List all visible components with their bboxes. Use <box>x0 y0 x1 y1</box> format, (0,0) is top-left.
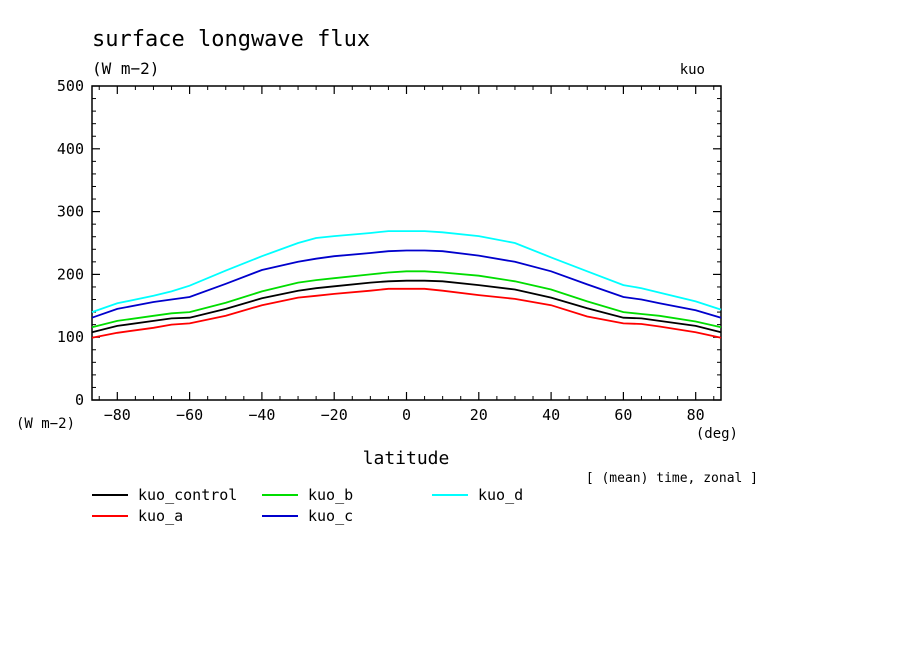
y-unit-label: (W m−2) <box>16 416 75 432</box>
x-tick-label: 20 <box>470 406 488 424</box>
series-line-kuo_c <box>91 249 722 319</box>
title-units: (W m−2) <box>92 59 159 78</box>
legend-label-kuo_d: kuo_d <box>478 486 523 504</box>
x-tick-label: 60 <box>614 406 632 424</box>
x-tick-label: 40 <box>542 406 560 424</box>
series-line-kuo_d <box>91 230 722 313</box>
legend-label-kuo_b: kuo_b <box>308 486 353 504</box>
chart-title: surface longwave flux <box>92 27 370 52</box>
x-axis-title: latitude <box>363 448 450 469</box>
averaging-note: [ (mean) time, zonal ] <box>586 471 758 486</box>
x-tick-label: −20 <box>321 406 348 424</box>
legend-label-kuo_c: kuo_c <box>308 507 353 525</box>
plot-frame <box>91 85 722 401</box>
axis-ticks: −80 −60 −40 −20 0 20 40 60 80 0 100 200 300 400 500 <box>57 77 721 424</box>
x-tick-label: 0 <box>402 406 411 424</box>
series-line-kuo_a <box>91 287 722 339</box>
y-tick-label: 0 <box>75 391 84 409</box>
corner-label: kuo <box>680 62 705 78</box>
legend-label-kuo_a: kuo_a <box>138 507 183 525</box>
series-lines <box>91 230 722 339</box>
y-tick-label: 400 <box>57 140 84 158</box>
x-tick-label: −40 <box>248 406 275 424</box>
x-tick-label: −80 <box>104 406 131 424</box>
legend-label-kuo_control: kuo_control <box>138 486 237 504</box>
y-tick-label: 300 <box>57 203 84 221</box>
y-tick-label: 500 <box>57 77 84 95</box>
y-tick-label: 200 <box>57 265 84 283</box>
x-unit-label: (deg) <box>696 426 738 442</box>
x-tick-label: 80 <box>687 406 705 424</box>
series-line-kuo_control <box>91 279 722 334</box>
legend: kuo_control kuo_a kuo_b kuo_c kuo_d <box>92 486 523 525</box>
series-line-kuo_b <box>91 270 722 329</box>
x-tick-label: −60 <box>176 406 203 424</box>
y-tick-label: 100 <box>57 328 84 346</box>
